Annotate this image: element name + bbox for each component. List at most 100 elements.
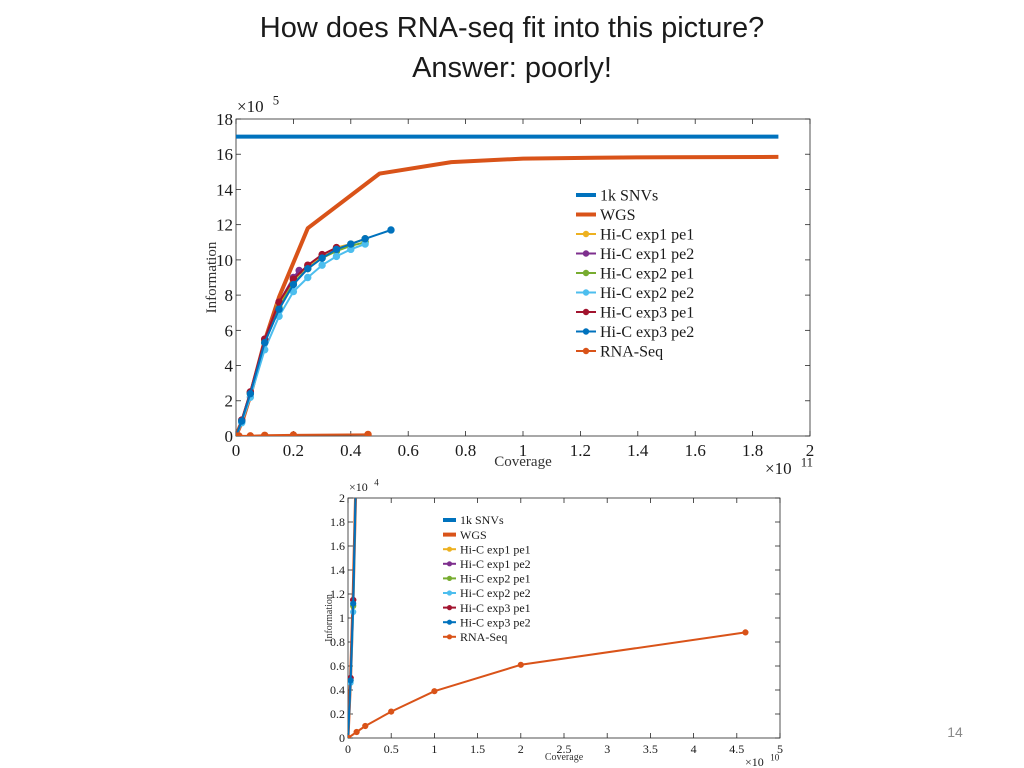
y-tick-label: 18 [216, 110, 233, 129]
y-tick-label: 14 [216, 180, 234, 199]
x-tick-label: 0.5 [384, 742, 399, 756]
data-point [364, 430, 372, 436]
x-tick-label: 0 [345, 742, 351, 756]
legend-item: RNA-Seq [576, 344, 663, 361]
x-tick-label: 3.5 [643, 742, 658, 756]
x-tick-label: 1.5 [470, 742, 485, 756]
legend-label: Hi-C exp3 pe1 [600, 305, 694, 322]
data-point [318, 254, 326, 262]
y-tick-label: 0.2 [330, 707, 345, 721]
data-point [742, 629, 749, 636]
data-point [388, 708, 395, 715]
y-tick-label: 12 [216, 216, 233, 235]
legend-label: RNA-Seq [600, 344, 663, 361]
legend-item: 1k SNVs [443, 513, 504, 527]
legend-label: Hi-C exp2 pe2 [600, 285, 694, 302]
data-point [387, 226, 395, 234]
data-point [347, 240, 355, 248]
y-tick-label: 1 [339, 611, 345, 625]
legend-label: WGS [600, 207, 636, 224]
data-point [289, 280, 298, 289]
legend-item: Hi-C exp2 pe2 [443, 586, 531, 600]
legend-label: Hi-C exp1 pe2 [600, 246, 694, 263]
data-point [238, 417, 246, 425]
legend-marker [582, 230, 590, 238]
y-axis-label: Information [324, 594, 335, 642]
y-tick-label: 8 [225, 286, 234, 305]
data-point [332, 245, 341, 254]
plot-series-group [236, 134, 779, 436]
data-point [275, 305, 283, 313]
legend-marker [446, 546, 453, 552]
x-tick-label: 1.2 [570, 441, 591, 460]
data-point [332, 252, 341, 261]
legend-label: Hi-C exp3 pe1 [460, 601, 531, 615]
legend-label: Hi-C exp2 pe1 [460, 572, 531, 586]
x-exponent-power: 10 [770, 753, 780, 763]
legend-label: Hi-C exp3 pe2 [600, 324, 694, 341]
inset-chart: 0 0.5 1 1.5 2 2.5 3 3.5 4 4.5 5 0 0.2 0.4 0.6 0.8 1 1.2 1.… [324, 478, 783, 768]
data-point [348, 734, 352, 738]
x-tick-label: 4.5 [729, 742, 744, 756]
legend-marker [446, 605, 453, 611]
data-point [236, 432, 243, 436]
legend-marker [582, 289, 590, 296]
data-point [350, 600, 357, 607]
legend-label: Hi-C exp3 pe2 [460, 615, 531, 629]
title-line-2: Answer: poorly! [412, 52, 612, 84]
data-point [431, 688, 438, 695]
x-tick-label: 5 [777, 742, 783, 756]
legend-item: WGS [576, 207, 636, 224]
y-tick-label: 2 [339, 491, 345, 505]
legend-item: Hi-C exp3 pe1 [443, 601, 531, 615]
y-exponent-power: 5 [273, 93, 279, 107]
data-point [362, 722, 369, 730]
title-line-1: How does RNA-seq fit into this picture? [259, 12, 765, 44]
series-rna-seq [236, 430, 372, 436]
legend-item: 1k SNVs [576, 188, 658, 205]
legend-marker [446, 590, 453, 596]
legend-marker [446, 561, 453, 567]
data-point [261, 431, 269, 436]
y-exponent-power: 4 [374, 478, 379, 488]
legend-label: Hi-C exp1 pe2 [460, 557, 531, 571]
main-chart: 0 0.2 0.4 0.6 0.8 1 1.2 1.4 1.6 1.8 2 0 2 4 6 8 10 12 14 16… [204, 93, 814, 478]
y-axis-label: Information [204, 241, 220, 313]
x-exponent-label: ×10 [765, 459, 792, 478]
y-tick-label: 0 [225, 427, 234, 446]
legend-marker [582, 269, 590, 277]
legend-item: Hi-C exp1 pe1 [576, 227, 694, 244]
legend-label: Hi-C exp2 pe1 [600, 266, 694, 283]
legend-marker [446, 634, 453, 640]
series-rna-seq [348, 629, 749, 738]
y-tick-label: 1.8 [330, 515, 345, 529]
data-point [318, 261, 326, 269]
x-axis-label: Coverage [494, 454, 552, 470]
legend-marker [582, 308, 590, 316]
data-point [289, 431, 298, 436]
y-tick-label: 0.8 [330, 635, 345, 649]
legend-item: Hi-C exp2 pe1 [576, 266, 694, 283]
legend-item: Hi-C exp1 pe2 [443, 557, 531, 571]
legend-label: Hi-C exp1 pe1 [600, 227, 694, 244]
y-tick-label: 1.2 [330, 587, 345, 601]
data-point [517, 661, 524, 668]
legend-marker [582, 328, 590, 335]
legend-item: Hi-C exp1 pe2 [576, 246, 694, 263]
legend-item: Hi-C exp2 pe1 [443, 572, 531, 586]
series-line [348, 498, 357, 738]
x-tick-label: 2 [518, 742, 524, 756]
legend-item: Hi-C exp2 pe2 [576, 285, 694, 302]
y-tick-label: 0 [339, 731, 345, 745]
x-tick-label: 2.5 [557, 742, 572, 756]
y-exponent-label: ×10 [349, 480, 368, 494]
x-tick-label: 1.8 [742, 441, 763, 460]
legend: 1k SNVs WGS Hi-C exp1 pe1 Hi-C exp1 pe2 Hi-C… [576, 188, 694, 361]
plot-area [235, 118, 811, 437]
x-tick-label: 0.8 [455, 441, 476, 460]
data-point [246, 390, 255, 398]
legend-label: RNA-Seq [460, 630, 507, 644]
x-tick-label: 0 [232, 441, 241, 460]
y-tick-label: 1.4 [330, 563, 345, 577]
y-tick-label: 10 [216, 251, 233, 270]
